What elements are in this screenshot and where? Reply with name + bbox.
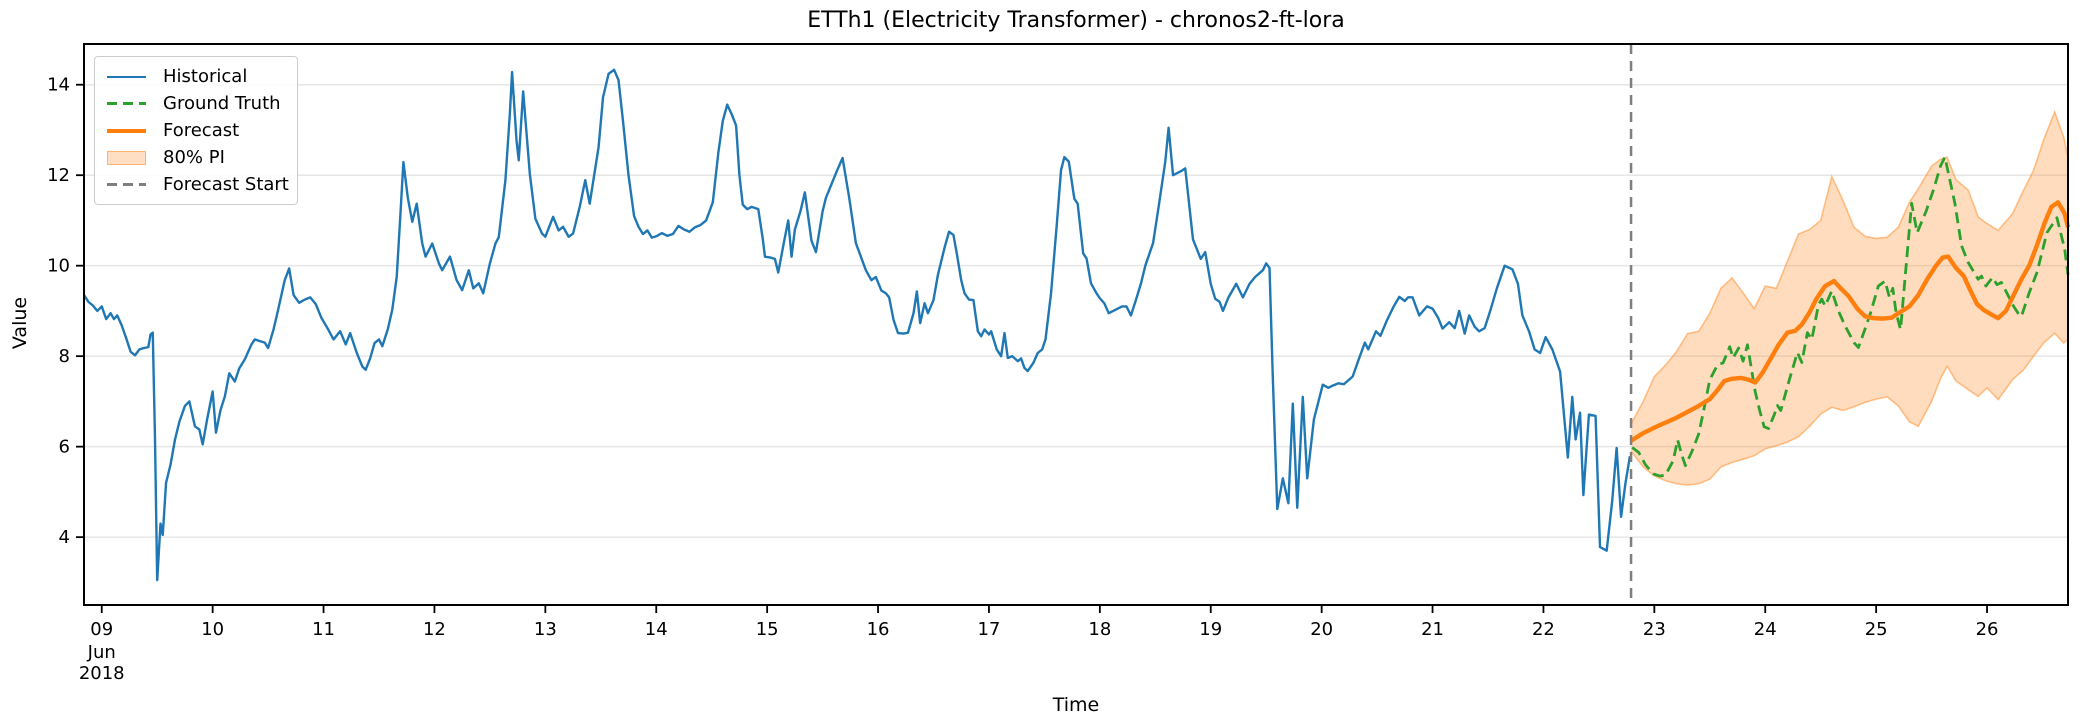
legend-swatch-dash (107, 101, 146, 106)
legend-item-forecast-start: Forecast Start (103, 171, 289, 198)
x-tick-label: 23 (1643, 619, 1666, 640)
x-tick-label: 21 (1421, 619, 1444, 640)
x-tick-label: 12 (423, 619, 446, 640)
x-tick-label: 19 (1199, 619, 1222, 640)
legend-label: 80% PI (163, 147, 225, 168)
y-tick-label: 6 (59, 437, 70, 458)
x-tick-label: 17 (977, 619, 1000, 640)
pi-band-upper-edge (1630, 109, 2069, 425)
legend-label: Forecast (163, 120, 240, 141)
legend-item-historical: Historical (103, 63, 289, 90)
ground-truth-line (1631, 155, 2070, 478)
x-tick-label: 09 (90, 619, 113, 640)
x-tick-label: 15 (756, 619, 779, 640)
legend-label: Ground Truth (163, 93, 281, 114)
x-tick-label: 25 (1865, 619, 1888, 640)
legend-label: Historical (163, 66, 248, 87)
x-tick-label: 24 (1754, 619, 1777, 640)
x-tick-label: 13 (534, 619, 557, 640)
x-tick-label: 10 (201, 619, 224, 640)
y-axis-label: Value (9, 296, 31, 350)
x-offset-label: 2018 (79, 663, 125, 684)
x-offset-label: Jun (87, 642, 116, 663)
legend-swatch-thick (107, 128, 146, 133)
x-tick-label: 18 (1088, 619, 1111, 640)
x-tick-label: 16 (867, 619, 890, 640)
legend-swatch-dash (107, 182, 146, 187)
x-tick-label: 14 (645, 619, 668, 640)
historical-line (82, 68, 1632, 582)
legend-swatch-line (107, 75, 146, 78)
x-tick-label: 20 (1310, 619, 1333, 640)
chart-title: ETTh1 (Electricity Transformer) - chrono… (807, 8, 1345, 33)
y-tick-label: 12 (47, 165, 70, 186)
legend-item-80--pi: 80% PI (103, 144, 289, 171)
y-tick-label: 4 (59, 527, 70, 548)
legend-item-ground-truth: Ground Truth (103, 90, 289, 117)
forecast-line (1629, 200, 2071, 443)
x-tick-label: 26 (1976, 619, 1999, 640)
x-axis-label: Time (1052, 694, 1100, 716)
legend: Historical Ground Truth Forecast 80% PI Fore… (94, 56, 298, 205)
legend-label: Forecast Start (163, 174, 289, 195)
pi-band-lower-edge (1630, 331, 2069, 486)
y-tick-label: 10 (47, 256, 70, 277)
legend-swatch-patch (107, 150, 146, 165)
y-tick-label: 8 (59, 346, 70, 367)
plot-border (83, 43, 2069, 606)
y-tick-label: 14 (47, 75, 70, 96)
x-tick-label: 11 (312, 619, 335, 640)
legend-item-forecast: Forecast (103, 117, 289, 144)
x-tick-label: 22 (1532, 619, 1555, 640)
